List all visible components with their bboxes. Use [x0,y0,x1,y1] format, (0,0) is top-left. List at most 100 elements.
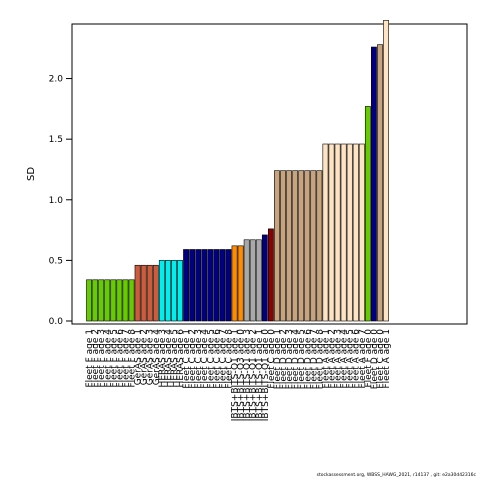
bar [261,234,268,322]
bar [237,245,244,322]
x-tick-label: Fleet F age 1 [85,329,95,388]
bar [140,264,147,322]
bar [231,245,238,322]
y-tick-label: 0.0 [49,317,64,327]
x-tick-label: Fleet F age 8 [128,329,138,388]
bar [340,143,347,322]
bar [225,249,232,322]
x-tick-label: HERAS age 5 [170,329,180,387]
bar [255,239,262,322]
footer-credit: stockassessment.org, WBSS_HAWG_2021, r14… [316,473,476,478]
bar [201,249,208,322]
bar [346,143,353,322]
x-tick-label: Fleet A age 1 [382,329,392,389]
x-tick-label: Fleet F age 4 [103,329,113,388]
y-axis: 0.0 0.5 1.0 1.5 2.0 [49,75,73,327]
bar [383,20,389,322]
bar [110,279,117,322]
bars-group [86,20,389,322]
bar [298,170,305,322]
x-tick-label: Fleet F age 0 [364,329,374,388]
x-tick-label: Fleet A age 1 [321,329,331,389]
x-tick-label: HERAS age 4 [164,329,174,388]
x-tick-label: GerAS age 1 [134,329,144,385]
bar [267,228,274,322]
y-tick-label: 2.0 [49,75,64,85]
x-tick-label: HERAS age 3 [158,329,168,387]
x-tick-label: Fleet A age 5 [346,329,356,389]
bar [207,249,214,322]
bar [158,260,165,322]
x-tick-label: Fleet F age 7 [121,329,131,388]
y-tick-label: 0.5 [49,256,63,266]
y-tick-label: 1.5 [49,135,63,145]
bar [328,143,335,322]
x-tick-label: Fleet A age 4 [340,329,350,389]
x-tick-label: GerAS age 4 [152,329,162,386]
bar [243,239,250,322]
x-tick-label: Fleet C age 7 [218,329,228,389]
bar [122,279,129,322]
bar [292,170,299,322]
bar [164,260,171,322]
x-tick-label: Fleet C age 0 [267,329,277,389]
bar [195,249,202,322]
bar [364,106,371,322]
bar [322,143,329,322]
x-tick-label: Fleet D age 0 [370,329,380,390]
x-tick-label: Fleet F age 6 [115,329,125,388]
bar [280,170,286,322]
x-tick-label: Fleet C age 5 [206,329,216,389]
bar [249,239,256,322]
x-tick-label: Fleet A age 3 [334,329,344,389]
bar [286,170,292,322]
x-tick-label: Fleet C age 1 [182,329,192,389]
x-tick-label: Fleet F age 3 [97,329,107,388]
x-tick-label: Fleet F age 5 [109,329,119,388]
bar [274,170,280,322]
bar [104,279,111,322]
x-tick-label: Fleet A age 6 [352,329,362,389]
x-tick-label: Fleet D age 7 [309,329,319,389]
x-tick-label: IBTS+BITS-Q1 age 3 [243,329,253,421]
bar [310,170,317,322]
x-tick-label: Fleet D age 5 [297,329,307,389]
y-axis-label: SD [26,167,37,181]
bar [146,264,153,322]
x-tick-label: Fleet C age 4 [200,329,210,389]
x-tick-label: IBTS+BITS-Q1 age 2 [249,329,259,421]
bar [334,143,341,322]
x-tick-label: Fleet D age 8 [315,329,325,390]
x-tick-label: Fleet F age 2 [91,329,101,388]
bar [177,260,183,322]
x-tick-label: Fleet D age 2 [279,329,289,389]
x-tick-label: IBTS+BITS-Q1 age 1 [255,329,265,421]
x-tick-label: IBTS+BITS-Q3 age 0 [237,329,247,421]
bar [352,143,359,322]
bar [152,264,159,322]
bar [92,279,99,322]
bar [189,249,196,322]
bar [358,143,365,322]
bar [213,249,220,322]
x-tick-label: Fleet C age 6 [212,329,222,389]
bar [128,279,135,322]
bar [98,279,105,322]
x-tick-label: Fleet C age 2 [188,329,198,389]
x-tick-label: Fleet D age 4 [291,329,301,390]
bar [183,249,189,322]
bar [219,249,226,322]
x-tick-label: GerAS age 3 [146,329,156,385]
x-tick-label: Fleet A age 2 [328,329,338,389]
bar [116,279,123,322]
x-tick-label: Fleet A age 7 [358,329,368,389]
bar [377,44,383,322]
x-tick-label: Fleet D age 3 [285,329,295,389]
bar [86,279,92,322]
bar [316,170,323,322]
x-tick-label: Fleet C age 0 [376,329,386,389]
x-tick-label: Fleet D age 1 [273,329,283,389]
x-tick-label: IBTS+BITS-Q1 age 0 [261,329,271,421]
y-tick-label: 1.0 [49,196,64,206]
